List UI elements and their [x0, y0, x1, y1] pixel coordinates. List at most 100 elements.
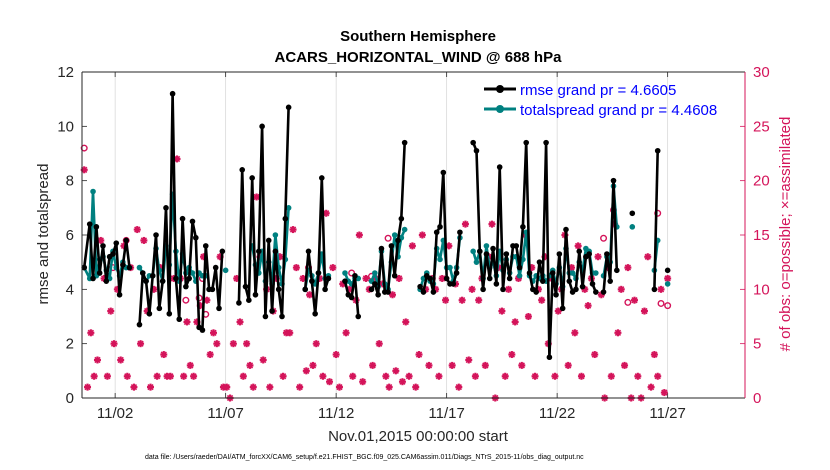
obs-assimilated-stroke — [246, 362, 254, 369]
rmse-point — [143, 278, 149, 284]
obs-assimilated-marker — [461, 220, 469, 228]
rmse-point — [239, 167, 246, 173]
obs-possible-marker — [654, 209, 662, 217]
obs-assimilated-stroke — [332, 351, 340, 358]
rmse-point — [186, 275, 192, 282]
y-axis-right-label: # of obs: o=possible; ×=assimilated — [777, 117, 794, 352]
totalspread-point — [473, 259, 480, 265]
obs-assimilated-stroke — [213, 340, 220, 347]
obs-assimilated-marker — [349, 372, 357, 380]
rmse-point — [589, 281, 596, 287]
obs-assimilated-stroke — [94, 356, 101, 364]
y-tick-label: 12 — [57, 64, 74, 81]
obs-assimilated-marker — [229, 340, 237, 348]
obs-assimilated-stroke — [286, 329, 293, 336]
rmse-point — [629, 210, 636, 217]
obs-assimilated-marker — [644, 253, 652, 261]
rmse-point — [279, 313, 285, 320]
obs-assimilated-stroke — [369, 362, 376, 369]
obs-assimilated-stroke — [475, 297, 482, 304]
axes-frame — [81, 71, 746, 399]
rmse-point — [549, 270, 556, 276]
totalspread-point — [391, 232, 398, 238]
obs-assimilated-marker — [359, 378, 367, 386]
obs-assimilated-stroke — [223, 383, 230, 391]
obs-assimilated-marker — [319, 372, 327, 380]
obs-assimilated-stroke — [591, 351, 598, 358]
totalspread-point — [593, 270, 599, 276]
obs-assimilated-stroke — [323, 210, 330, 217]
legend-spread-marker — [496, 105, 504, 113]
rmse-point — [483, 251, 490, 257]
obs-assimilated-marker — [647, 383, 655, 391]
obs-assimilated-stroke — [130, 383, 138, 391]
obs-assimilated-marker — [425, 361, 433, 369]
obs-assimilated-stroke — [160, 351, 167, 358]
obs-assimilated-stroke — [578, 373, 585, 380]
obs-assimilated-stroke — [313, 340, 320, 347]
obs-assimilated-stroke — [117, 356, 124, 364]
rmse-point — [372, 281, 378, 287]
rmse-point — [163, 205, 169, 211]
rmse-point — [420, 289, 427, 295]
obs-assimilated-stroke — [250, 383, 257, 391]
rmse-point — [116, 291, 123, 298]
rmse-point — [199, 327, 206, 333]
obs-assimilated-marker — [362, 274, 370, 282]
obs-assimilated-stroke — [621, 362, 628, 369]
rmse-point — [352, 272, 358, 279]
obs-assimilated-marker — [594, 253, 602, 261]
rmse-point — [610, 177, 617, 184]
obs-assimilated-marker — [166, 372, 174, 380]
obs-assimilated-marker — [236, 318, 244, 326]
obs-assimilated-stroke — [240, 373, 247, 380]
obs-assimilated-stroke — [624, 264, 632, 271]
obs-assimilated-stroke — [505, 286, 512, 293]
obs-assimilated-stroke — [293, 264, 300, 271]
obs-assimilated-marker — [584, 302, 592, 310]
rmse-point — [437, 224, 443, 230]
obs-assimilated-stroke — [124, 373, 131, 380]
obs-assimilated-marker — [186, 361, 194, 369]
rmse-point — [136, 321, 143, 328]
obs-assimilated-marker — [153, 372, 161, 380]
obs-assimilated-marker — [438, 274, 446, 282]
obs-assimilated-stroke — [84, 383, 91, 391]
rmse-point — [539, 278, 546, 284]
obs-possible-marker — [80, 144, 88, 152]
rmse-point — [493, 281, 500, 287]
x-axis-label: Nov.01,2015 00:00:00 start — [328, 428, 509, 445]
obs-assimilated-marker — [84, 383, 92, 391]
obs-assimilated-stroke — [359, 378, 366, 385]
obs-assimilated-marker — [292, 264, 300, 272]
rmse-point — [176, 316, 183, 323]
rmse-point — [342, 278, 348, 284]
obs-possible-marker — [182, 296, 190, 304]
rmse-point — [216, 305, 222, 312]
rmse-point — [556, 251, 563, 257]
rmse-point — [563, 226, 569, 233]
obs-assimilated-stroke — [405, 373, 413, 380]
obs-assimilated-stroke — [395, 275, 403, 282]
y-right-tick-label: 15 — [753, 227, 770, 244]
obs-assimilated-marker — [392, 367, 400, 375]
rmse-point — [153, 232, 159, 238]
rmse-point — [503, 251, 510, 257]
x-tick-label: 11/07 — [207, 405, 243, 422]
rmse-point — [417, 283, 423, 290]
obs-assimilated-marker — [103, 372, 111, 380]
obs-assimilated-marker — [631, 296, 638, 304]
rmse-point — [490, 245, 496, 252]
rmse-line — [237, 107, 290, 318]
rmse-point — [166, 310, 173, 317]
rmse-point — [113, 240, 120, 246]
obs-assimilated-stroke — [419, 231, 426, 239]
rmse-point — [93, 224, 100, 230]
y-right-tick-label: 25 — [753, 118, 770, 135]
obs-assimilated-stroke — [336, 383, 343, 391]
rmse-point — [593, 289, 599, 295]
obs-assimilated-marker — [465, 356, 473, 364]
rmse-point — [513, 243, 520, 249]
obs-assimilated-stroke — [498, 307, 506, 315]
obs-assimilated-stroke — [574, 242, 582, 250]
